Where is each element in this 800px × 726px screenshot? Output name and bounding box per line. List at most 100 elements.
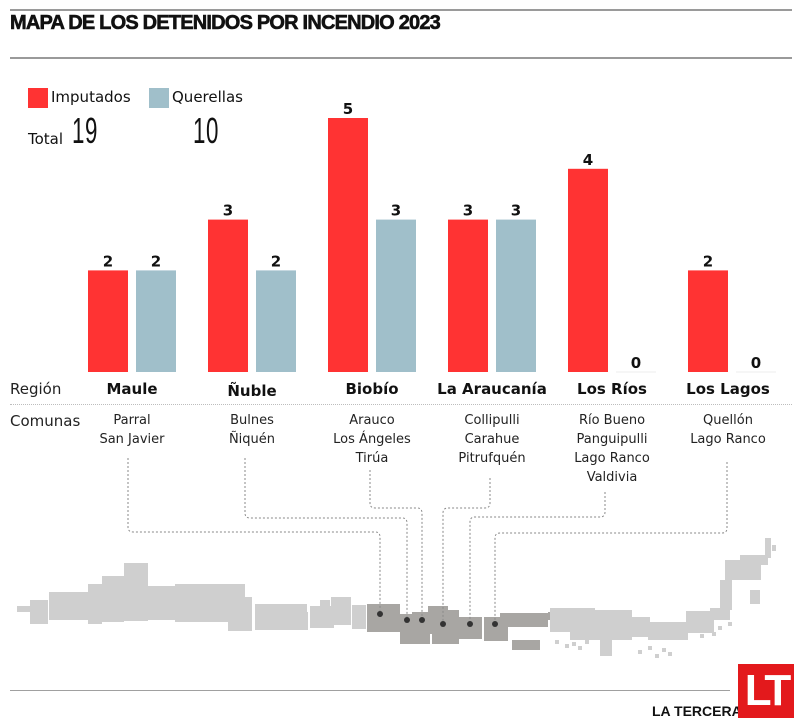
map-region-shape	[124, 563, 148, 621]
map-region-shape	[228, 597, 252, 631]
bar-value-label: 2	[103, 252, 113, 270]
comuna-name: Collipulli	[464, 413, 520, 428]
bar-imputados	[448, 219, 488, 372]
map-region-shape	[367, 604, 400, 632]
bar-value-label: 2	[151, 252, 161, 270]
comuna-name: Ñiquén	[228, 432, 276, 447]
map-island-shape	[648, 646, 652, 650]
bar-querellas	[136, 270, 176, 372]
map-region-shape	[570, 610, 632, 640]
region-name: La Araucanía	[437, 380, 547, 398]
comuna-name: Los Ángeles	[333, 432, 411, 447]
total-label: Total	[28, 130, 64, 148]
top-rule	[10, 9, 792, 11]
region-name: Los Ríos	[577, 380, 647, 398]
map-region-shape	[280, 612, 308, 630]
map-island-shape	[638, 650, 642, 654]
location-dot	[440, 621, 446, 627]
comunas-list: Río Bueno Panguipulli Lago Ranco Valdivia	[547, 411, 677, 487]
map-region-shape	[331, 597, 351, 625]
comunas-row-label: Comunas	[10, 412, 81, 430]
comuna-name: Carahue	[464, 432, 520, 447]
map-region-shape	[88, 584, 102, 624]
bar-imputados	[328, 118, 368, 372]
bar-value-label: 0	[751, 354, 761, 372]
comuna-name: Valdivia	[586, 470, 638, 485]
map-region-shape	[632, 617, 650, 637]
map-region-shape	[49, 592, 91, 620]
row-divider	[10, 404, 792, 405]
map-region-shape	[320, 600, 330, 608]
map-island-shape	[578, 646, 582, 650]
bar-value-label: 3	[391, 202, 401, 220]
map-region-shape	[720, 580, 732, 610]
map-region-shape	[710, 608, 730, 620]
legend-swatch-querellas	[149, 88, 169, 108]
map-region-shape	[560, 610, 564, 614]
la-tercera-logo: LT	[738, 664, 794, 718]
map-region-shape	[772, 545, 776, 551]
map-island-shape	[565, 644, 569, 648]
bar-imputados	[88, 270, 128, 372]
bar-value-label: 2	[703, 252, 713, 270]
map-region-shape	[512, 640, 540, 650]
total-imputados: 19	[72, 110, 99, 151]
comunas-list: Arauco Los Ángeles Tirúa	[307, 411, 437, 468]
region-name: Los Lagos	[686, 380, 770, 398]
location-dot	[419, 617, 425, 623]
map-region-shape	[750, 590, 760, 604]
comuna-name: Bulnes	[230, 413, 274, 428]
bar-imputados	[208, 219, 248, 372]
location-dot	[492, 621, 498, 627]
connector-line	[442, 478, 491, 624]
total-querellas: 10	[193, 110, 220, 151]
comunas-list: Collipulli Carahue Pitrufquén	[427, 411, 557, 468]
legend-label-querellas: Querellas	[172, 88, 243, 106]
comuna-name: Panguipulli	[576, 432, 648, 447]
brand-name: LA TERCERA	[652, 703, 742, 719]
map-region-shape	[412, 612, 430, 644]
map-region-shape	[458, 617, 482, 639]
comuna-name: Río Bueno	[578, 413, 646, 428]
location-dot	[404, 617, 410, 623]
bar-value-label: 3	[463, 202, 473, 220]
comuna-name: Lago Ranco	[574, 451, 650, 466]
map-island-shape	[700, 634, 704, 638]
bar-querellas	[376, 219, 416, 372]
bar-value-label: 4	[583, 151, 593, 169]
logo-text: LT	[744, 666, 792, 715]
map-island-shape	[728, 622, 732, 626]
map-region-shape	[352, 605, 366, 629]
map-island-shape	[712, 632, 716, 636]
bar-value-label: 0	[631, 354, 641, 372]
region-name: Biobío	[345, 380, 399, 398]
map-island-shape	[718, 626, 722, 630]
location-dot	[377, 611, 383, 617]
bottom-rule	[10, 690, 730, 691]
map-island-shape	[668, 652, 672, 656]
bar-querellas	[496, 219, 536, 372]
region-name: Ñuble	[227, 382, 277, 400]
map-island-shape	[662, 648, 666, 652]
map-region-shape	[310, 606, 334, 628]
connector-line	[369, 470, 423, 620]
map-region-shape	[500, 613, 548, 627]
bar-imputados	[688, 270, 728, 372]
region-row-label: Región	[10, 380, 62, 398]
comuna-name: San Javier	[99, 432, 165, 447]
bar-querellas	[256, 270, 296, 372]
legend-swatch-imputados	[28, 88, 48, 108]
comuna-name: Quellón	[703, 413, 753, 428]
map-region-shape	[740, 555, 768, 565]
comuna-name: Lago Ranco	[690, 432, 766, 447]
comunas-list: Bulnes Ñiquén	[187, 411, 317, 449]
region-name: Maule	[106, 380, 158, 398]
bar-value-label: 5	[343, 100, 353, 118]
connector-line	[469, 492, 606, 624]
map-region-shape	[765, 538, 771, 558]
connector-line	[244, 458, 408, 620]
map-region-shape	[686, 611, 714, 633]
comuna-name: Tirúa	[355, 451, 389, 466]
comuna-name: Arauco	[349, 413, 395, 428]
